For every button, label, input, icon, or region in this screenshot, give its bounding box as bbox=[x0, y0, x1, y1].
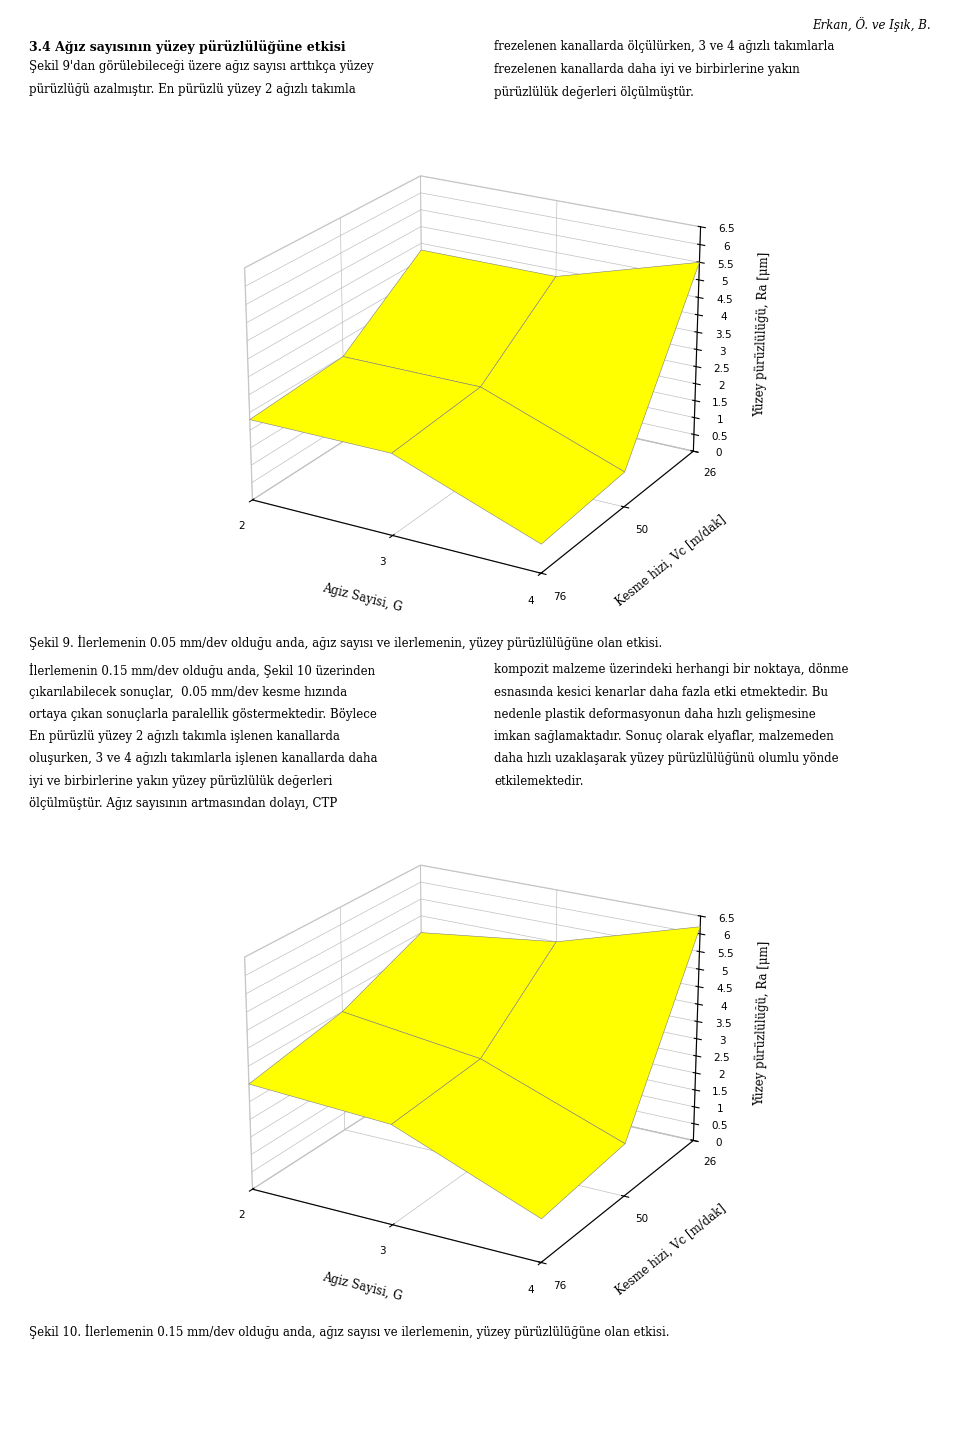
Text: Şekil 9'dan görülebileceği üzere ağız sayısı arttıkça yüzey: Şekil 9'dan görülebileceği üzere ağız sa… bbox=[29, 60, 373, 73]
Text: iyi ve birbirlerine yakın yüzey pürüzlülük değerleri: iyi ve birbirlerine yakın yüzey pürüzlül… bbox=[29, 775, 332, 788]
Text: En pürüzlü yüzey 2 ağızlı takımla işlenen kanallarda: En pürüzlü yüzey 2 ağızlı takımla işlene… bbox=[29, 729, 340, 744]
Text: oluşurken, 3 ve 4 ağızlı takımlarla işlenen kanallarda daha: oluşurken, 3 ve 4 ağızlı takımlarla işle… bbox=[29, 752, 377, 765]
X-axis label: Agiz Sayisi, G: Agiz Sayisi, G bbox=[321, 1271, 403, 1304]
Text: çıkarılabilecek sonuçlar,  0.05 mm/dev kesme hızında: çıkarılabilecek sonuçlar, 0.05 mm/dev ke… bbox=[29, 685, 347, 699]
Y-axis label: Kesme hizi, Vc [m/dak]: Kesme hizi, Vc [m/dak] bbox=[613, 513, 729, 609]
Text: ortaya çıkan sonuçlarla paralellik göstermektedir. Böylece: ortaya çıkan sonuçlarla paralellik göste… bbox=[29, 708, 376, 721]
Text: pürüzlülük değerleri ölçülmüştür.: pürüzlülük değerleri ölçülmüştür. bbox=[494, 86, 694, 99]
Text: frezelenen kanallarda daha iyi ve birbirlerine yakın: frezelenen kanallarda daha iyi ve birbir… bbox=[494, 63, 800, 76]
Text: nedenle plastik deformasyonun daha hızlı gelişmesine: nedenle plastik deformasyonun daha hızlı… bbox=[494, 708, 816, 721]
Text: ölçülmüştür. Ağız sayısının artmasından dolayı, CTP: ölçülmüştür. Ağız sayısının artmasından … bbox=[29, 797, 337, 810]
Text: İlerlemenin 0.15 mm/dev olduğu anda, Şekil 10 üzerinden: İlerlemenin 0.15 mm/dev olduğu anda, Şek… bbox=[29, 663, 375, 678]
Text: pürüzlüğü azalmıştır. En pürüzlü yüzey 2 ağızlı takımla: pürüzlüğü azalmıştır. En pürüzlü yüzey 2… bbox=[29, 83, 355, 96]
Text: daha hızlı uzaklaşarak yüzey pürüzlülüğünü olumlu yönde: daha hızlı uzaklaşarak yüzey pürüzlülüğü… bbox=[494, 752, 839, 765]
Text: 3.4 Ağız sayısının yüzey pürüzlülüğüne etkisi: 3.4 Ağız sayısının yüzey pürüzlülüğüne e… bbox=[29, 40, 346, 55]
Text: Şekil 9. İlerlemenin 0.05 mm/dev olduğu anda, ağız sayısı ve ilerlemenin, yüzey : Şekil 9. İlerlemenin 0.05 mm/dev olduğu … bbox=[29, 635, 662, 649]
X-axis label: Agiz Sayisi, G: Agiz Sayisi, G bbox=[321, 582, 403, 615]
Text: imkan sağlamaktadır. Sonuç olarak elyaflar, malzemeden: imkan sağlamaktadır. Sonuç olarak elyafl… bbox=[494, 729, 834, 744]
Text: Şekil 10. İlerlemenin 0.15 mm/dev olduğu anda, ağız sayısı ve ilerlemenin, yüzey: Şekil 10. İlerlemenin 0.15 mm/dev olduğu… bbox=[29, 1324, 669, 1338]
Text: etkilemektedir.: etkilemektedir. bbox=[494, 775, 584, 788]
Y-axis label: Kesme hizi, Vc [m/dak]: Kesme hizi, Vc [m/dak] bbox=[613, 1202, 729, 1298]
Text: kompozit malzeme üzerindeki herhangi bir noktaya, dönme: kompozit malzeme üzerindeki herhangi bir… bbox=[494, 663, 849, 676]
Text: esnasında kesici kenarlar daha fazla etki etmektedir. Bu: esnasında kesici kenarlar daha fazla etk… bbox=[494, 685, 828, 699]
Text: frezelenen kanallarda ölçülürken, 3 ve 4 ağızlı takımlarla: frezelenen kanallarda ölçülürken, 3 ve 4… bbox=[494, 40, 835, 53]
Text: Erkan, Ö. ve Işık, B.: Erkan, Ö. ve Işık, B. bbox=[812, 17, 931, 32]
